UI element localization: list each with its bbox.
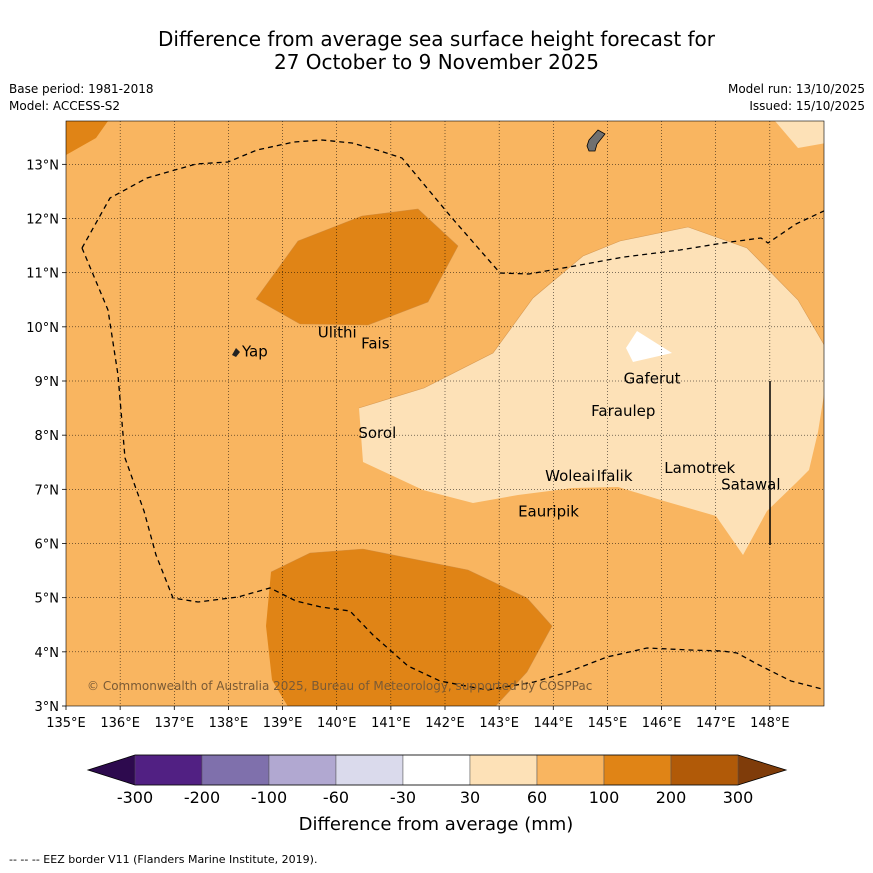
colorbar-label: -100 xyxy=(251,788,287,807)
issued-date: Issued: 15/10/2025 xyxy=(749,99,865,113)
x-tick-label: 147°E xyxy=(696,716,736,731)
colorbar-swatch xyxy=(603,754,672,786)
place-label: Fais xyxy=(361,335,390,353)
x-tick-label: 139°E xyxy=(263,716,303,731)
guam-island xyxy=(586,129,606,152)
map-plot-area: © Commonwealth of Australia 2025, Bureau… xyxy=(66,121,824,706)
y-tick-label: 3°N xyxy=(35,700,60,715)
y-tick-label: 7°N xyxy=(35,483,60,498)
colorbar-swatch xyxy=(201,754,270,786)
title-line-1: Difference from average sea surface heig… xyxy=(157,27,716,51)
y-axis: 3°N 4°N 5°N 6°N 7°N 8°N 9°N 10°N 11°N 12°N 13°N xyxy=(26,158,66,715)
model-run: Model run: 13/10/2025 xyxy=(727,82,865,96)
colorbar-label: -30 xyxy=(390,788,416,807)
colorbar-label: -60 xyxy=(323,788,349,807)
place-label: Gaferut xyxy=(624,370,681,388)
colorbar-label: -300 xyxy=(117,788,153,807)
colorbar-label: 300 xyxy=(723,788,754,807)
x-tick-label: 135°E xyxy=(46,716,86,731)
colorbar-swatch xyxy=(536,754,605,786)
x-tick-label: 141°E xyxy=(371,716,411,731)
colorbar-over-arrow xyxy=(738,755,786,785)
place-label: Lamotrek xyxy=(664,459,735,477)
y-tick-label: 9°N xyxy=(35,375,60,390)
colorbar-swatch xyxy=(670,754,739,786)
yap-island xyxy=(232,348,240,357)
y-tick-label: 6°N xyxy=(35,538,60,553)
y-tick-label: 10°N xyxy=(26,321,59,336)
x-tick-label: 142°E xyxy=(425,716,465,731)
anomaly-band-30-60-ne xyxy=(775,121,824,148)
colorbar-swatch xyxy=(335,754,404,786)
place-label: Ifalik xyxy=(597,467,633,485)
x-tick-label: 144°E xyxy=(534,716,574,731)
anomaly-band-30-60-east xyxy=(359,227,824,555)
x-tick-label: 140°E xyxy=(317,716,357,731)
x-axis: 135°E 136°E 137°E 138°E 139°E 140°E 141°E 142°E… xyxy=(46,706,790,731)
anomaly-band-100-200-nw xyxy=(66,121,108,155)
colorbar-swatch xyxy=(268,754,337,786)
footer-note: -- -- -- EEZ border V11 (Flanders Marine… xyxy=(9,853,318,866)
place-label: Faraulep xyxy=(591,402,655,420)
colorbar: -300 -200 -100 -60 -30 30 60 100 200 300 xyxy=(86,754,788,807)
place-label: Eauripik xyxy=(518,502,579,520)
x-tick-label: 145°E xyxy=(588,716,628,731)
eez-border xyxy=(81,139,824,691)
meta-left: Base period: 1981-2018 Model: ACCESS-S2 xyxy=(9,81,154,115)
x-tick-label: 146°E xyxy=(642,716,682,731)
x-tick-label: 143°E xyxy=(479,716,519,731)
colorbar-under-arrow xyxy=(88,755,135,785)
x-tick-label: 138°E xyxy=(209,716,249,731)
colorbar-label: -200 xyxy=(184,788,220,807)
colorbar-label: 30 xyxy=(460,788,480,807)
x-tick-label: 137°E xyxy=(155,716,195,731)
anomaly-band-neutral xyxy=(626,331,672,362)
x-tick-label: 136°E xyxy=(100,716,140,731)
model-name: Model: ACCESS-S2 xyxy=(9,99,121,113)
contour-lines xyxy=(255,208,824,706)
place-label: Woleai xyxy=(545,467,595,485)
y-tick-label: 5°N xyxy=(35,592,60,607)
colorbar-swatch xyxy=(402,754,471,786)
place-label: Ulithi xyxy=(318,324,357,342)
map-gridlines xyxy=(66,121,824,706)
colorbar-swatch xyxy=(469,754,538,786)
colorbar-label: 200 xyxy=(656,788,687,807)
title-line-2: 27 October to 9 November 2025 xyxy=(273,50,600,74)
y-tick-label: 8°N xyxy=(35,429,60,444)
colorbar-label: 60 xyxy=(527,788,547,807)
place-label: Sorol xyxy=(358,424,396,442)
colorbar-swatch xyxy=(134,754,203,786)
anomaly-band-100-200-south xyxy=(266,549,552,706)
meta-right: Model run: 13/10/2025 Issued: 15/10/2025 xyxy=(728,81,865,115)
colorbar-outline xyxy=(86,754,788,786)
chart-title: Difference from average sea surface heig… xyxy=(0,28,873,74)
x-tick-label: 148°E xyxy=(750,716,790,731)
y-tick-label: 11°N xyxy=(26,267,59,282)
y-tick-label: 12°N xyxy=(26,213,59,228)
base-period: Base period: 1981-2018 xyxy=(9,82,154,96)
colorbar-label: 100 xyxy=(589,788,620,807)
place-label: Yap xyxy=(241,343,268,361)
y-tick-label: 13°N xyxy=(26,158,59,173)
copyright-text: © Commonwealth of Australia 2025, Bureau… xyxy=(87,679,592,693)
colorbar-title: Difference from average (mm) xyxy=(299,814,574,835)
y-tick-label: 4°N xyxy=(35,646,60,661)
place-label: Satawal xyxy=(721,475,780,493)
